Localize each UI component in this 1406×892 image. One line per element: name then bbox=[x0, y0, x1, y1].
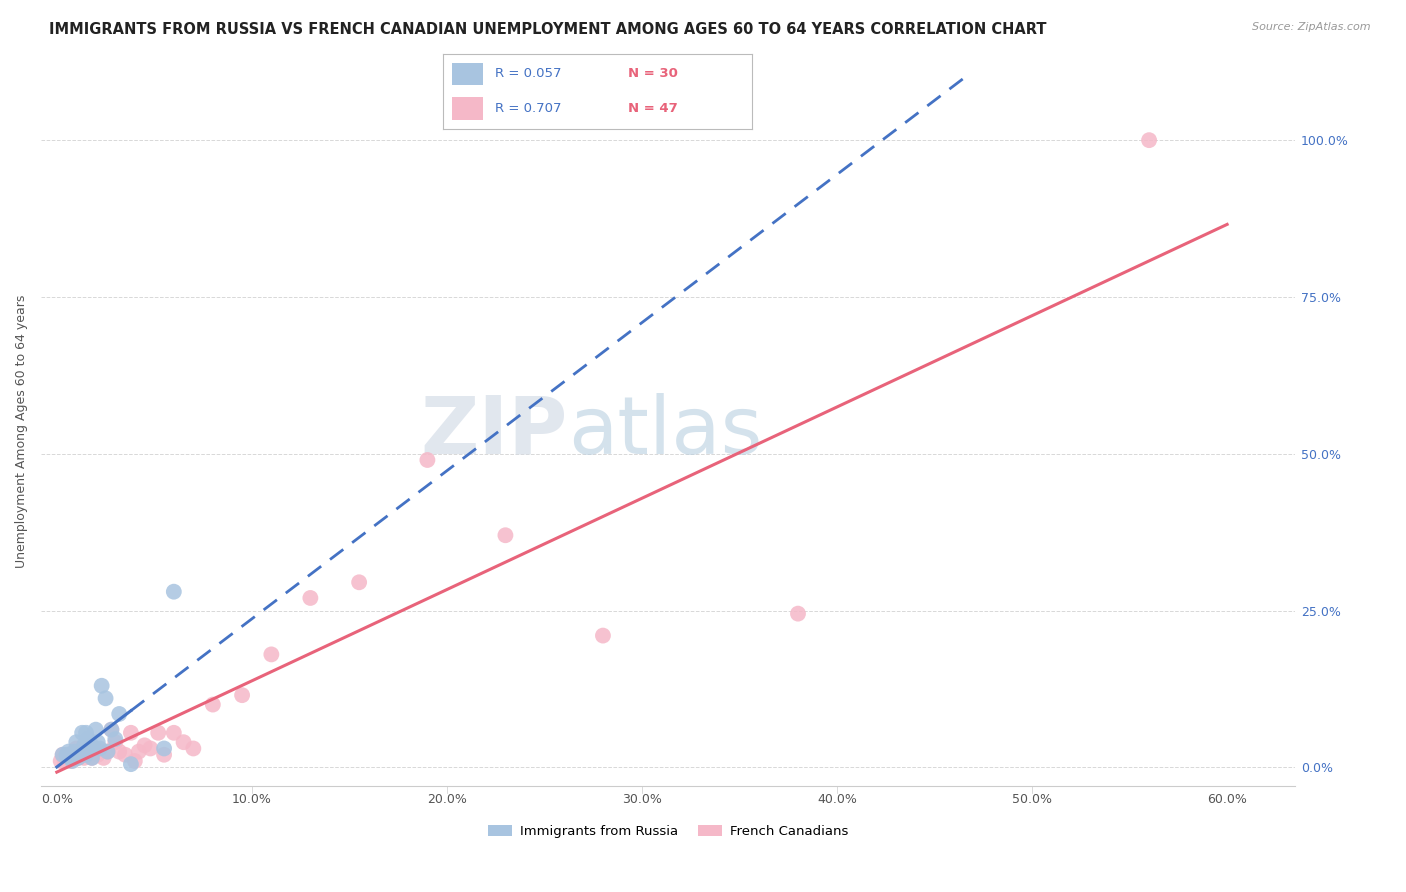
Point bbox=[75, 747, 97, 762]
Point bbox=[73, 739, 96, 753]
Point bbox=[84, 741, 107, 756]
Point bbox=[69, 747, 91, 762]
Point bbox=[75, 726, 97, 740]
Point bbox=[94, 691, 117, 706]
Point bbox=[201, 698, 224, 712]
Point bbox=[260, 648, 283, 662]
Point bbox=[70, 726, 93, 740]
Point bbox=[80, 751, 103, 765]
Point bbox=[299, 591, 322, 605]
Point bbox=[79, 735, 101, 749]
Point bbox=[93, 751, 115, 765]
Point bbox=[70, 745, 93, 759]
Point bbox=[69, 747, 91, 762]
FancyBboxPatch shape bbox=[453, 97, 484, 120]
Point bbox=[58, 747, 80, 762]
Point bbox=[87, 747, 110, 762]
Point bbox=[59, 754, 82, 768]
Point bbox=[77, 747, 100, 762]
Point bbox=[163, 584, 186, 599]
Point bbox=[52, 747, 75, 762]
Point bbox=[89, 745, 111, 759]
Point bbox=[347, 575, 370, 590]
Point bbox=[79, 745, 101, 759]
Point bbox=[183, 741, 205, 756]
Point bbox=[163, 726, 186, 740]
Point bbox=[70, 745, 93, 759]
Point bbox=[63, 745, 86, 759]
Point bbox=[83, 741, 105, 756]
Text: R = 0.707: R = 0.707 bbox=[495, 102, 562, 114]
Point bbox=[80, 751, 103, 765]
Point bbox=[787, 607, 810, 621]
Point bbox=[75, 745, 97, 759]
Text: N = 47: N = 47 bbox=[628, 102, 678, 114]
Point bbox=[96, 745, 118, 759]
Point bbox=[104, 735, 127, 749]
Text: atlas: atlas bbox=[568, 392, 762, 471]
Point bbox=[1137, 133, 1160, 147]
Y-axis label: Unemployment Among Ages 60 to 64 years: Unemployment Among Ages 60 to 64 years bbox=[15, 295, 28, 568]
Point bbox=[77, 732, 100, 747]
Point bbox=[58, 745, 80, 759]
Point bbox=[84, 723, 107, 737]
Point bbox=[128, 745, 150, 759]
Point bbox=[592, 629, 614, 643]
Text: R = 0.057: R = 0.057 bbox=[495, 68, 562, 80]
Point bbox=[67, 751, 90, 765]
Point bbox=[49, 754, 72, 768]
Point bbox=[55, 747, 77, 762]
Point bbox=[173, 735, 195, 749]
Text: IMMIGRANTS FROM RUSSIA VS FRENCH CANADIAN UNEMPLOYMENT AMONG AGES 60 TO 64 YEARS: IMMIGRANTS FROM RUSSIA VS FRENCH CANADIA… bbox=[49, 22, 1046, 37]
Point bbox=[153, 741, 176, 756]
Point bbox=[139, 741, 162, 756]
Point bbox=[96, 745, 118, 759]
Point bbox=[53, 754, 76, 768]
FancyBboxPatch shape bbox=[453, 62, 484, 86]
Point bbox=[104, 732, 127, 747]
Point bbox=[148, 726, 170, 740]
Point bbox=[67, 751, 90, 765]
Text: Source: ZipAtlas.com: Source: ZipAtlas.com bbox=[1253, 22, 1371, 32]
Point bbox=[494, 528, 516, 542]
Point bbox=[59, 751, 82, 765]
Point bbox=[124, 754, 146, 768]
Point bbox=[114, 747, 136, 762]
Point bbox=[108, 745, 131, 759]
Point bbox=[63, 747, 86, 762]
Text: N = 30: N = 30 bbox=[628, 68, 678, 80]
Point bbox=[65, 735, 87, 749]
Point bbox=[120, 726, 142, 740]
Point bbox=[90, 679, 112, 693]
Point bbox=[83, 745, 105, 759]
Legend: Immigrants from Russia, French Canadians: Immigrants from Russia, French Canadians bbox=[484, 820, 853, 843]
Point bbox=[73, 751, 96, 765]
Point bbox=[100, 723, 122, 737]
Point bbox=[89, 741, 111, 756]
Point bbox=[60, 754, 83, 768]
Point bbox=[55, 751, 77, 765]
Point bbox=[60, 751, 83, 765]
Point bbox=[87, 735, 110, 749]
Point bbox=[100, 723, 122, 737]
Point bbox=[52, 747, 75, 762]
Point bbox=[153, 747, 176, 762]
Point bbox=[120, 757, 142, 772]
Point bbox=[134, 739, 156, 753]
Point bbox=[416, 453, 439, 467]
Point bbox=[65, 741, 87, 756]
Point bbox=[108, 706, 131, 721]
Text: ZIP: ZIP bbox=[420, 392, 568, 471]
Point bbox=[231, 688, 253, 702]
